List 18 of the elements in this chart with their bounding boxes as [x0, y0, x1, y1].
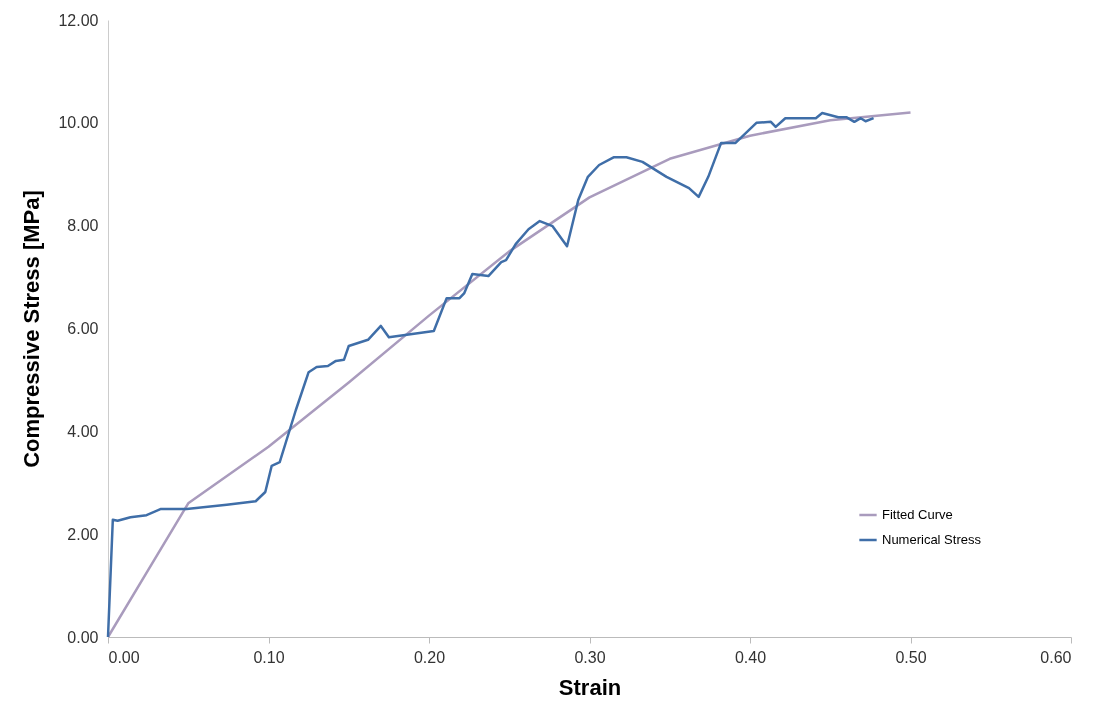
- x-tick-label: 0.20: [413, 648, 446, 666]
- x-tick-label: 0.00: [108, 648, 140, 666]
- x-tick-label: 0.30: [574, 648, 606, 666]
- y-tick-label: 0.00: [67, 628, 99, 646]
- x-tick-label: 0.40: [734, 648, 767, 666]
- legend-label: Fitted Curve: [882, 507, 953, 522]
- y-tick-label: 8.00: [67, 217, 99, 235]
- x-axis-title: Strain: [558, 674, 622, 700]
- legend-label: Numerical Stress: [882, 532, 982, 547]
- y-tick-label: 2.00: [67, 525, 99, 543]
- y-tick-label: 10.00: [58, 114, 99, 132]
- y-tick-label: 12.00: [58, 11, 99, 29]
- y-tick-label: 4.00: [67, 422, 99, 440]
- x-tick-label: 0.10: [253, 648, 285, 666]
- x-tick-label: 0.60: [1040, 648, 1072, 666]
- y-axis-title: Compressive Stress [MPa]: [19, 190, 45, 468]
- x-tick-label: 0.50: [895, 648, 927, 666]
- y-tick-label: 6.00: [67, 320, 99, 337]
